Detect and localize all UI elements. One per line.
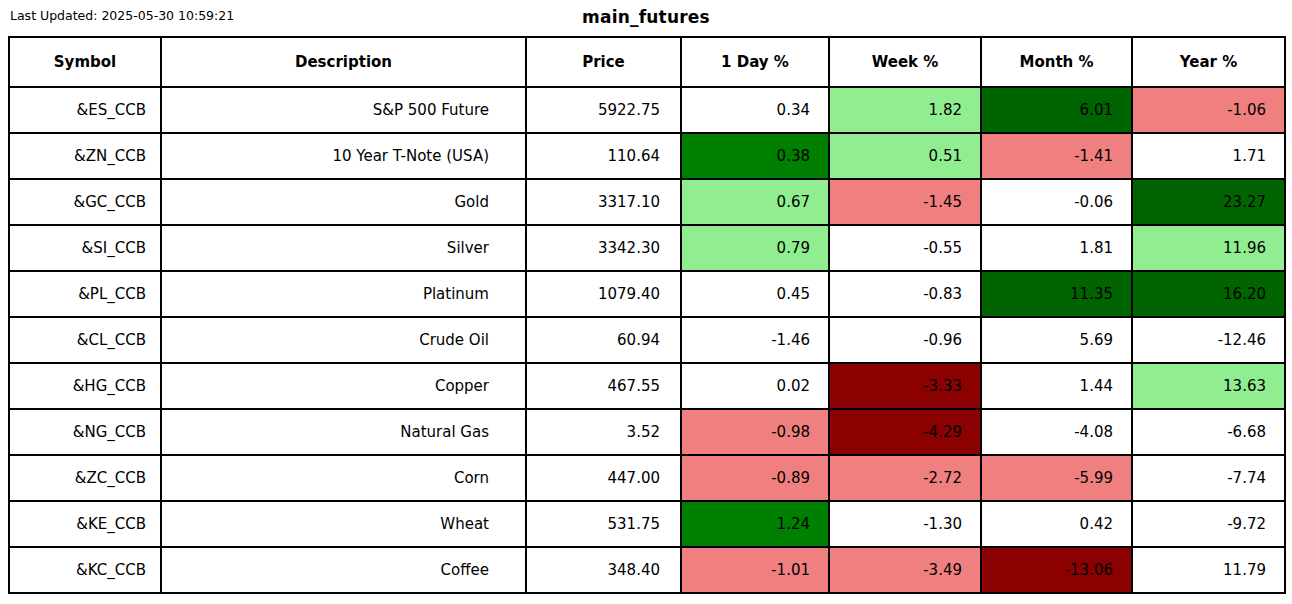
price-cell: 3317.10 xyxy=(526,179,681,225)
month-pct-cell: 1.81 xyxy=(981,225,1132,271)
day-pct-cell: 0.02 xyxy=(681,363,829,409)
month-pct-cell: -4.08 xyxy=(981,409,1132,455)
price-cell: 3.52 xyxy=(526,409,681,455)
year-pct-cell: -12.46 xyxy=(1132,317,1285,363)
price-cell: 110.64 xyxy=(526,133,681,179)
description-cell: Wheat xyxy=(161,501,526,547)
symbol-cell: &ZC_CCB xyxy=(9,455,161,501)
year-pct-cell: 11.79 xyxy=(1132,547,1285,593)
header-cell-year-pct: Year % xyxy=(1132,37,1285,87)
description-cell: Corn xyxy=(161,455,526,501)
symbol-cell: &KC_CCB xyxy=(9,547,161,593)
week-pct-cell: -4.29 xyxy=(829,409,981,455)
year-pct-cell: 16.20 xyxy=(1132,271,1285,317)
day-pct-cell: 0.79 xyxy=(681,225,829,271)
day-pct-cell: 0.34 xyxy=(681,87,829,133)
month-pct-cell: -5.99 xyxy=(981,455,1132,501)
header-cell-week-pct: Week % xyxy=(829,37,981,87)
year-pct-cell: 23.27 xyxy=(1132,179,1285,225)
price-cell: 5922.75 xyxy=(526,87,681,133)
futures-table: Symbol Description Price 1 Day % Week % … xyxy=(8,36,1286,594)
description-cell: S&P 500 Future xyxy=(161,87,526,133)
top-bar: Last Updated: 2025-05-30 10:59:21 main_f… xyxy=(0,0,1292,36)
price-cell: 60.94 xyxy=(526,317,681,363)
day-pct-cell: -1.01 xyxy=(681,547,829,593)
table-row: &HG_CCB Copper 467.55 0.02 -3.33 1.44 13… xyxy=(9,363,1285,409)
month-pct-cell: -1.41 xyxy=(981,133,1132,179)
header-cell-description: Description xyxy=(161,37,526,87)
table-row: &KE_CCB Wheat 531.75 1.24 -1.30 0.42 -9.… xyxy=(9,501,1285,547)
description-cell: Natural Gas xyxy=(161,409,526,455)
day-pct-cell: 0.38 xyxy=(681,133,829,179)
table-row: &ES_CCB S&P 500 Future 5922.75 0.34 1.82… xyxy=(9,87,1285,133)
month-pct-cell: 0.42 xyxy=(981,501,1132,547)
month-pct-cell: -0.06 xyxy=(981,179,1132,225)
description-cell: Platinum xyxy=(161,271,526,317)
header-cell-price: Price xyxy=(526,37,681,87)
header-cell-month-pct: Month % xyxy=(981,37,1132,87)
header-row: Symbol Description Price 1 Day % Week % … xyxy=(9,37,1285,87)
day-pct-cell: -0.98 xyxy=(681,409,829,455)
month-pct-cell: -13.06 xyxy=(981,547,1132,593)
symbol-cell: &GC_CCB xyxy=(9,179,161,225)
symbol-cell: &HG_CCB xyxy=(9,363,161,409)
price-cell: 1079.40 xyxy=(526,271,681,317)
price-cell: 348.40 xyxy=(526,547,681,593)
description-cell: Gold xyxy=(161,179,526,225)
week-pct-cell: -1.45 xyxy=(829,179,981,225)
table-row: &PL_CCB Platinum 1079.40 0.45 -0.83 11.3… xyxy=(9,271,1285,317)
month-pct-cell: 1.44 xyxy=(981,363,1132,409)
week-pct-cell: -0.96 xyxy=(829,317,981,363)
month-pct-cell: 5.69 xyxy=(981,317,1132,363)
day-pct-cell: -1.46 xyxy=(681,317,829,363)
table-row: &CL_CCB Crude Oil 60.94 -1.46 -0.96 5.69… xyxy=(9,317,1285,363)
price-cell: 467.55 xyxy=(526,363,681,409)
price-cell: 3342.30 xyxy=(526,225,681,271)
price-cell: 447.00 xyxy=(526,455,681,501)
year-pct-cell: 11.96 xyxy=(1132,225,1285,271)
week-pct-cell: 1.82 xyxy=(829,87,981,133)
year-pct-cell: -7.74 xyxy=(1132,455,1285,501)
symbol-cell: &PL_CCB xyxy=(9,271,161,317)
week-pct-cell: -3.49 xyxy=(829,547,981,593)
price-cell: 531.75 xyxy=(526,501,681,547)
table-row: &ZC_CCB Corn 447.00 -0.89 -2.72 -5.99 -7… xyxy=(9,455,1285,501)
month-pct-cell: 11.35 xyxy=(981,271,1132,317)
day-pct-cell: 1.24 xyxy=(681,501,829,547)
table-row: &SI_CCB Silver 3342.30 0.79 -0.55 1.81 1… xyxy=(9,225,1285,271)
year-pct-cell: 1.71 xyxy=(1132,133,1285,179)
month-pct-cell: 6.01 xyxy=(981,87,1132,133)
symbol-cell: &ES_CCB xyxy=(9,87,161,133)
week-pct-cell: -2.72 xyxy=(829,455,981,501)
year-pct-cell: 13.63 xyxy=(1132,363,1285,409)
table-row: &NG_CCB Natural Gas 3.52 -0.98 -4.29 -4.… xyxy=(9,409,1285,455)
symbol-cell: &SI_CCB xyxy=(9,225,161,271)
description-cell: Crude Oil xyxy=(161,317,526,363)
description-cell: Silver xyxy=(161,225,526,271)
symbol-cell: &NG_CCB xyxy=(9,409,161,455)
week-pct-cell: 0.51 xyxy=(829,133,981,179)
day-pct-cell: 0.45 xyxy=(681,271,829,317)
description-cell: Coffee xyxy=(161,547,526,593)
week-pct-cell: -0.83 xyxy=(829,271,981,317)
week-pct-cell: -1.30 xyxy=(829,501,981,547)
year-pct-cell: -6.68 xyxy=(1132,409,1285,455)
symbol-cell: &KE_CCB xyxy=(9,501,161,547)
year-pct-cell: -9.72 xyxy=(1132,501,1285,547)
week-pct-cell: -3.33 xyxy=(829,363,981,409)
header-cell-symbol: Symbol xyxy=(9,37,161,87)
day-pct-cell: -0.89 xyxy=(681,455,829,501)
description-cell: 10 Year T-Note (USA) xyxy=(161,133,526,179)
description-cell: Copper xyxy=(161,363,526,409)
week-pct-cell: -0.55 xyxy=(829,225,981,271)
header-cell-1day-pct: 1 Day % xyxy=(681,37,829,87)
last-updated-label: Last Updated: 2025-05-30 10:59:21 xyxy=(10,8,234,23)
year-pct-cell: -1.06 xyxy=(1132,87,1285,133)
symbol-cell: &ZN_CCB xyxy=(9,133,161,179)
day-pct-cell: 0.67 xyxy=(681,179,829,225)
symbol-cell: &CL_CCB xyxy=(9,317,161,363)
table-row: &GC_CCB Gold 3317.10 0.67 -1.45 -0.06 23… xyxy=(9,179,1285,225)
table-row: &ZN_CCB 10 Year T-Note (USA) 110.64 0.38… xyxy=(9,133,1285,179)
table-row: &KC_CCB Coffee 348.40 -1.01 -3.49 -13.06… xyxy=(9,547,1285,593)
